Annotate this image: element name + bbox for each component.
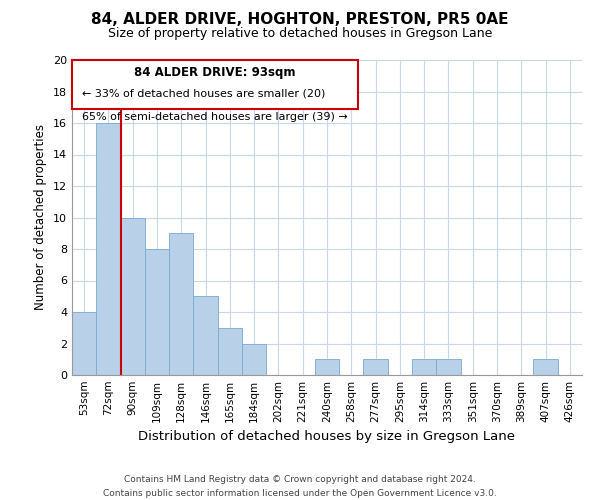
Text: 84, ALDER DRIVE, HOGHTON, PRESTON, PR5 0AE: 84, ALDER DRIVE, HOGHTON, PRESTON, PR5 0…: [91, 12, 509, 28]
Bar: [315, 359, 339, 375]
Text: ← 33% of detached houses are smaller (20): ← 33% of detached houses are smaller (20…: [82, 88, 326, 99]
Bar: [364, 359, 388, 375]
Bar: [533, 359, 558, 375]
Bar: [96, 123, 121, 375]
Bar: [412, 359, 436, 375]
Bar: [121, 218, 145, 375]
Bar: [193, 296, 218, 375]
Y-axis label: Number of detached properties: Number of detached properties: [34, 124, 47, 310]
Bar: [218, 328, 242, 375]
Bar: [436, 359, 461, 375]
Text: Size of property relative to detached houses in Gregson Lane: Size of property relative to detached ho…: [108, 28, 492, 40]
Bar: [72, 312, 96, 375]
Bar: [145, 249, 169, 375]
Bar: [242, 344, 266, 375]
FancyBboxPatch shape: [72, 60, 358, 109]
Text: 65% of semi-detached houses are larger (39) →: 65% of semi-detached houses are larger (…: [82, 112, 348, 122]
Text: Contains HM Land Registry data © Crown copyright and database right 2024.
Contai: Contains HM Land Registry data © Crown c…: [103, 476, 497, 498]
Text: 84 ALDER DRIVE: 93sqm: 84 ALDER DRIVE: 93sqm: [134, 66, 296, 80]
X-axis label: Distribution of detached houses by size in Gregson Lane: Distribution of detached houses by size …: [139, 430, 515, 444]
Bar: [169, 233, 193, 375]
